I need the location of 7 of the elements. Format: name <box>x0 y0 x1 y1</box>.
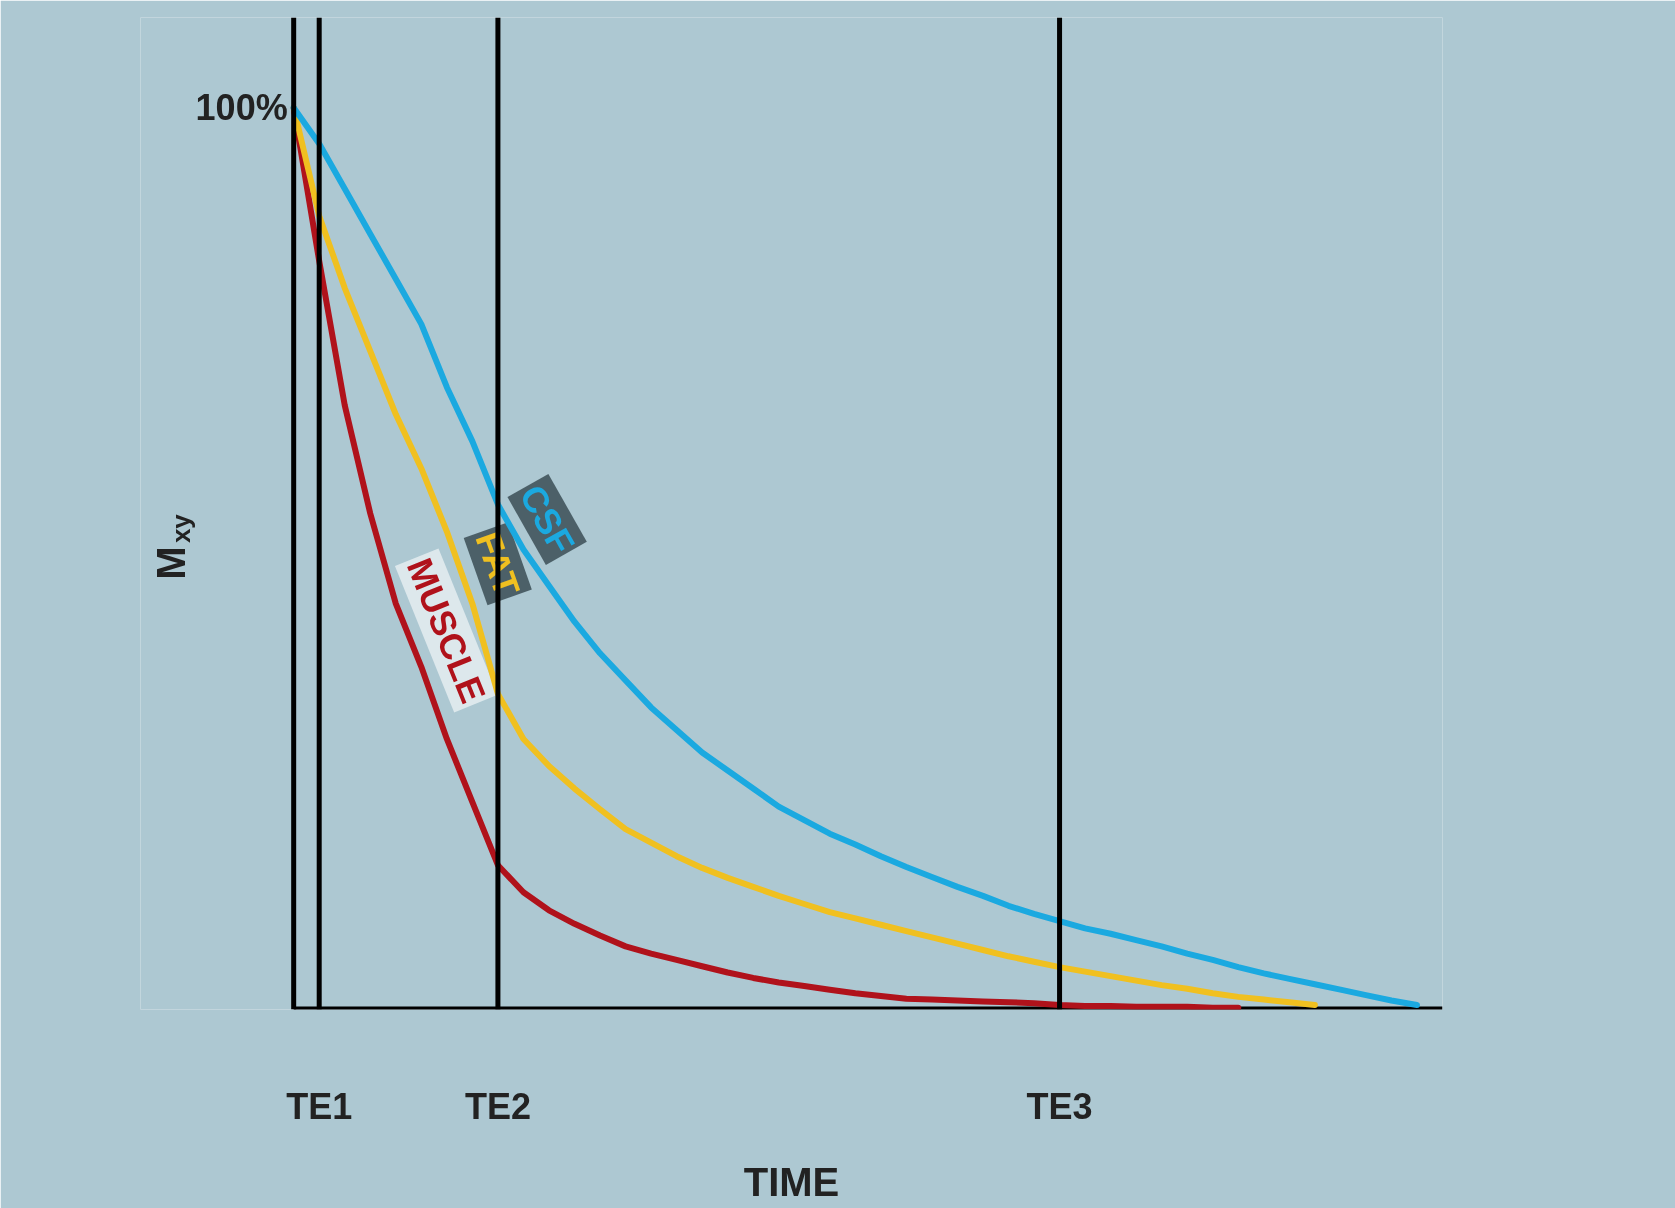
text: 100% <box>195 87 288 129</box>
y-axis-title: Mxy <box>149 513 197 580</box>
x-tick-label: TE1 <box>286 1085 353 1127</box>
x-tick-label: TE3 <box>1026 1085 1093 1127</box>
text: CSF <box>511 478 583 561</box>
x-tick-label: TE2 <box>464 1085 531 1127</box>
x-axis-title: TIME <box>743 1159 840 1204</box>
